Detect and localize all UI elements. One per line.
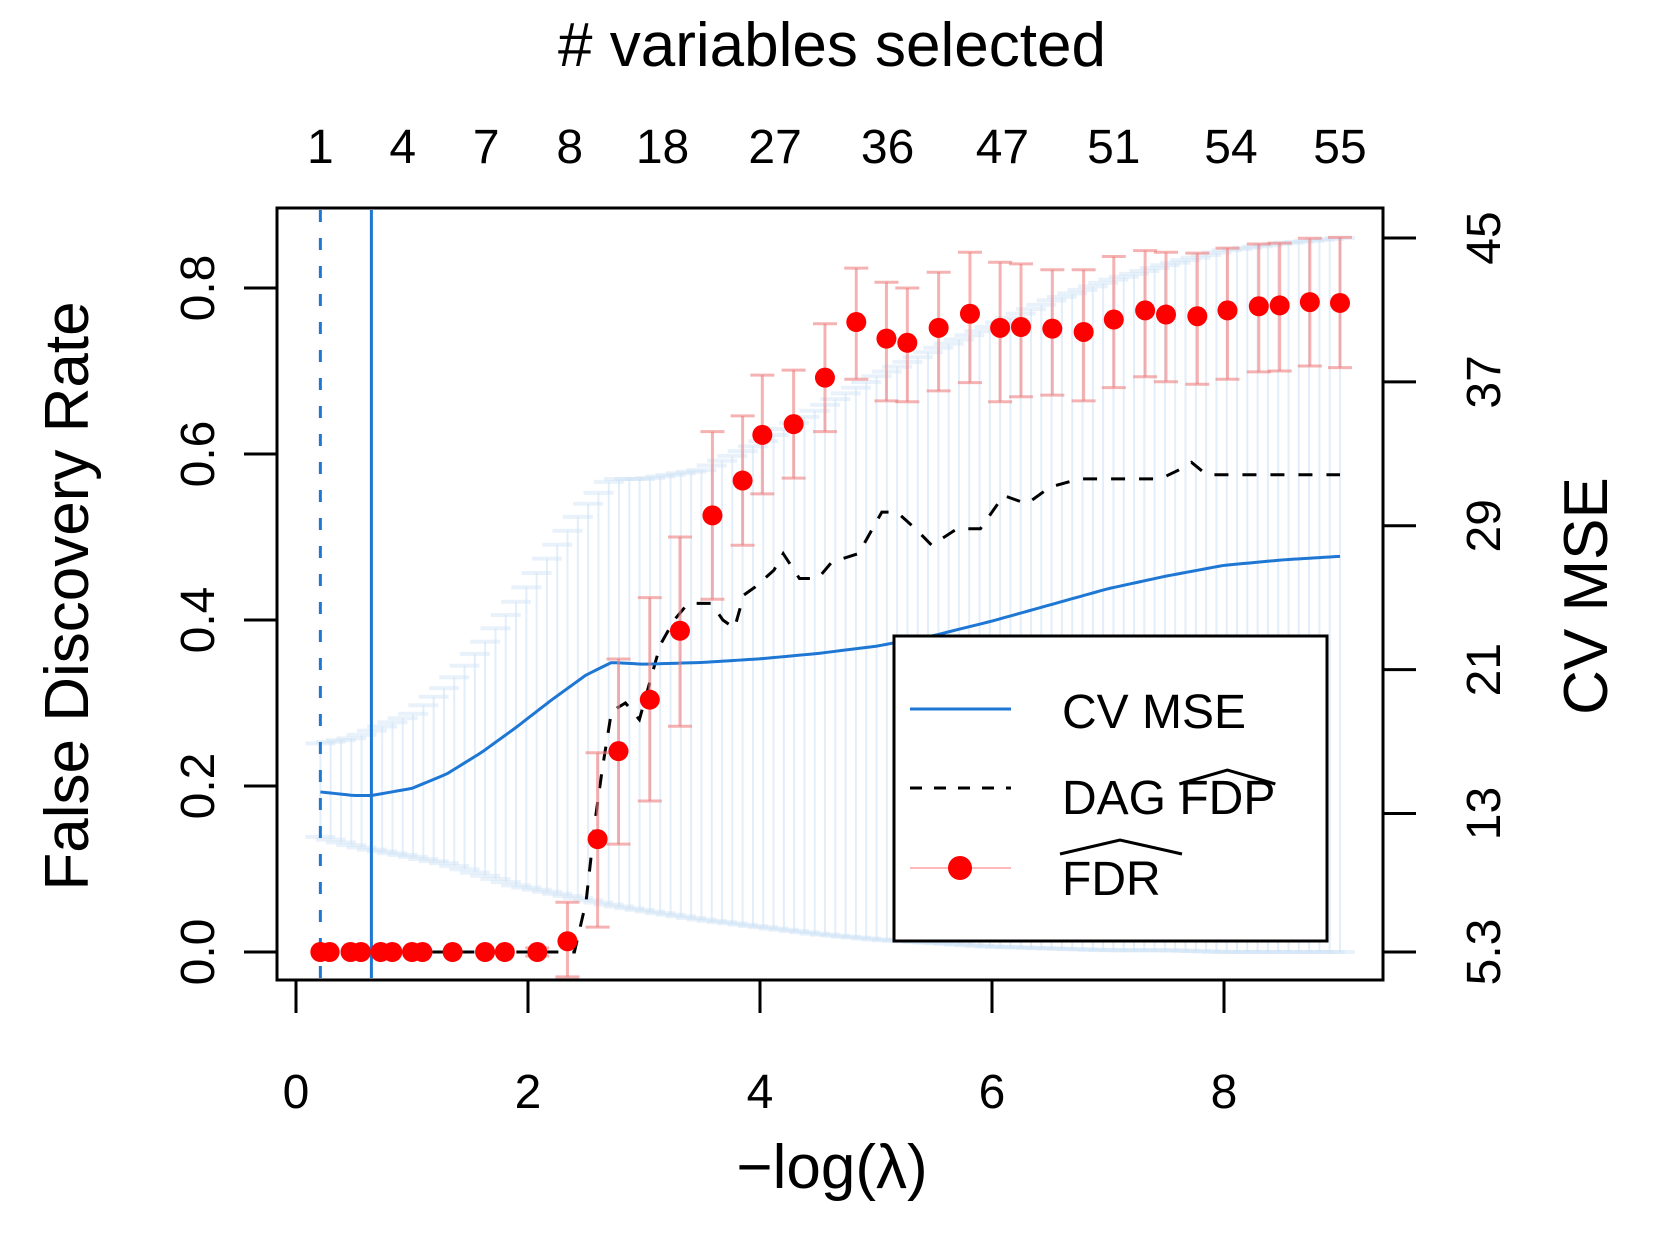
fdr-point — [928, 317, 949, 338]
fdr-point — [897, 332, 918, 353]
fdr-point — [1217, 300, 1238, 321]
fdr-point — [1330, 292, 1350, 313]
y-right-tick-label: 37 — [1458, 355, 1511, 408]
y-left-tick-label: 0.8 — [172, 255, 225, 322]
top-tick-label: 55 — [1313, 121, 1366, 174]
fdr-point — [1135, 300, 1156, 321]
x-tick-label: 6 — [979, 1066, 1006, 1119]
fdr-point — [475, 942, 496, 962]
x-tick-label: 4 — [747, 1066, 774, 1119]
legend-cv-mse-label: CV MSE — [1062, 686, 1246, 739]
x-axis: 0 2 4 6 8 — [283, 978, 1238, 1119]
y-right-tick-label: 13 — [1458, 787, 1511, 840]
fdr-point — [382, 942, 403, 962]
dag-fdp-dashed-line — [320, 460, 1340, 954]
fdr-point — [639, 689, 660, 710]
top-tick-label: 51 — [1087, 121, 1140, 174]
y-left-tick-label: 0.2 — [172, 753, 225, 820]
legend-fdp-hat-accent — [1178, 768, 1276, 786]
top-tick-label: 8 — [556, 121, 583, 174]
fdr-point — [1073, 321, 1094, 342]
fdr-points-with-errorbars — [310, 235, 1352, 979]
fdr-point — [702, 505, 723, 526]
x-tick-label: 8 — [1211, 1066, 1238, 1119]
lambda-reference-lines — [318, 210, 373, 978]
fdr-point — [1042, 318, 1063, 339]
fdr-point — [527, 942, 548, 962]
fdr-point — [1248, 296, 1269, 317]
fdr-point — [557, 931, 578, 952]
top-tick-label: 4 — [389, 121, 416, 174]
top-tick-label: 47 — [976, 121, 1029, 174]
fdr-point — [319, 942, 340, 962]
top-tick-label: 7 — [473, 121, 500, 174]
fdr-point — [1156, 304, 1176, 325]
fdr-point — [959, 303, 980, 324]
y-right-tick-label: 29 — [1458, 499, 1511, 552]
x-tick-label: 2 — [515, 1066, 542, 1119]
y-axis-left: 0.0 0.2 0.4 0.6 0.8 — [172, 255, 279, 986]
legend: CV MSE DAG FDP FDR — [892, 634, 1329, 943]
fdr-point — [752, 424, 773, 445]
y-axis-title-left: False Discovery Rate — [33, 301, 102, 890]
x-tick-label: 0 — [283, 1066, 310, 1119]
y-axis-title-right: CV MSE — [1552, 477, 1621, 715]
fdr-point — [732, 470, 753, 491]
x-axis-title: −log(λ) — [736, 1133, 927, 1202]
fdr-point — [1269, 295, 1290, 316]
y-right-tick-label: 21 — [1458, 643, 1511, 696]
y-right-tick-label: 45 — [1458, 211, 1511, 264]
top-tick-label: 27 — [748, 121, 801, 174]
y-left-tick-label: 0.0 — [172, 919, 225, 986]
legend-fdr-hat-accent — [1059, 838, 1183, 856]
fdr-point — [1011, 317, 1031, 338]
top-tick-label: 36 — [861, 121, 914, 174]
cv-mse-line — [320, 554, 1341, 798]
fdr-point — [1299, 292, 1320, 313]
dag-fdp-path — [320, 460, 1340, 954]
y-axis-right: 5.3 13 21 29 37 45 — [1383, 211, 1511, 985]
fdr-point — [846, 312, 867, 333]
top-tick-label: 18 — [636, 121, 689, 174]
legend-fdr-swatch-point — [948, 856, 972, 880]
fdr-point — [990, 317, 1011, 338]
top-tick-label: 1 — [307, 121, 334, 174]
y-right-tick-label: 5.3 — [1458, 919, 1511, 986]
legend-fdr-label: FDR — [1062, 853, 1161, 906]
fdr-point — [442, 942, 463, 962]
y-left-tick-label: 0.4 — [172, 587, 225, 654]
fdr-point — [587, 829, 608, 850]
fdr-point — [876, 328, 897, 349]
fdr-point — [350, 942, 371, 962]
top-axis-variables-selected: 1 4 7 8 18 27 36 47 51 54 55 — [307, 121, 1367, 174]
chart-title: # variables selected — [558, 11, 1106, 80]
fdr-point — [1187, 306, 1208, 327]
cv-mse-path — [320, 554, 1341, 798]
fdr-point — [412, 942, 433, 962]
fdr-point — [814, 367, 835, 388]
y-left-tick-label: 0.6 — [172, 421, 225, 488]
fdr-point — [783, 414, 804, 435]
top-tick-label: 54 — [1204, 121, 1257, 174]
fdr-point — [494, 942, 515, 962]
fdr-point — [608, 741, 629, 762]
fdr-point — [1103, 309, 1124, 330]
legend-dag-fdp-label: DAG FDP — [1062, 772, 1275, 825]
fdr-point — [669, 620, 690, 641]
